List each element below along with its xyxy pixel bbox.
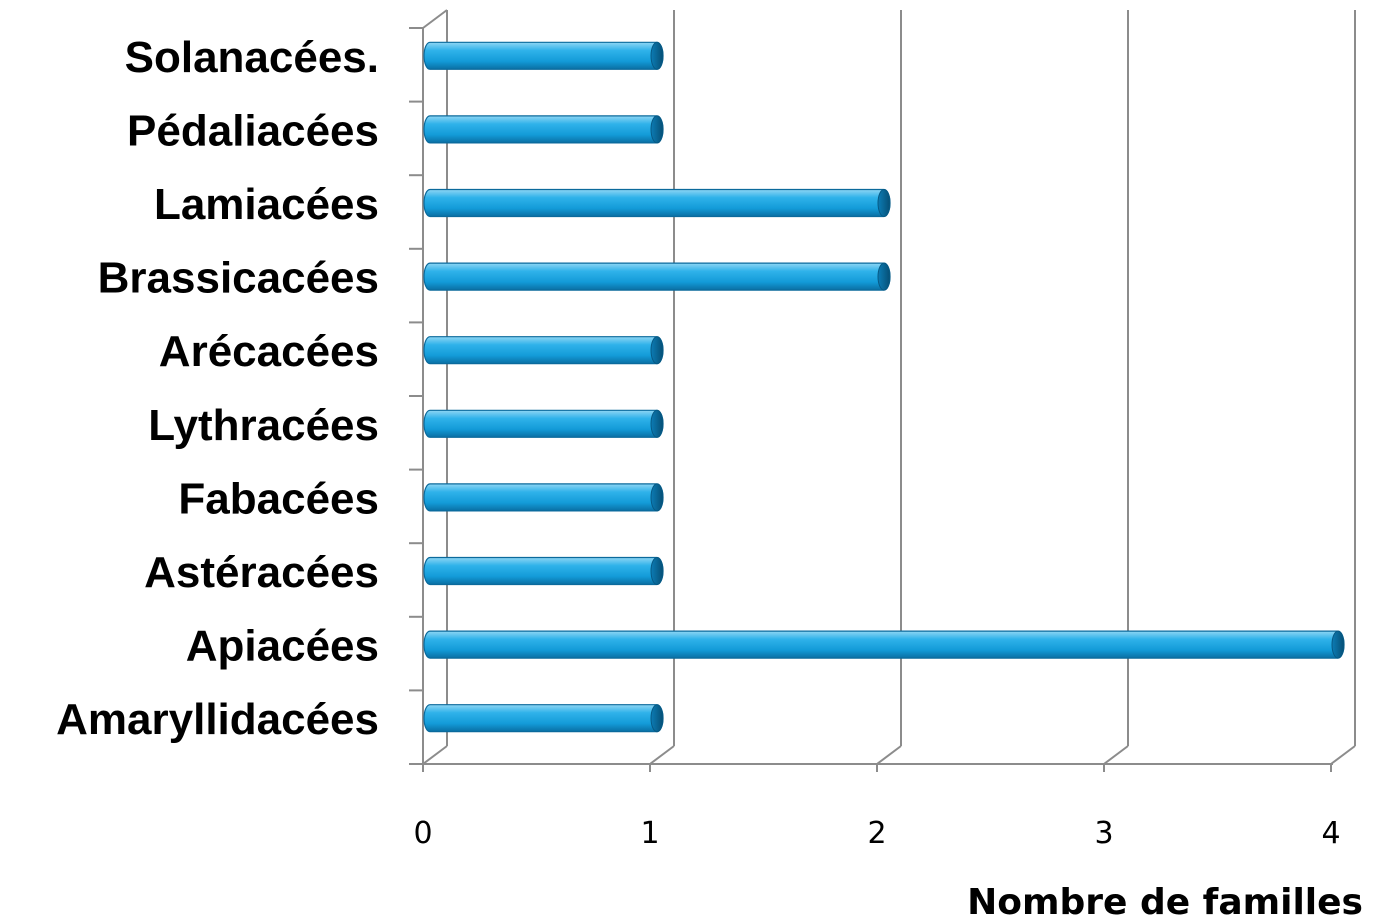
axes	[409, 9, 1333, 772]
bar	[423, 409, 664, 438]
x-axis-title: Nombre de familles	[967, 882, 1363, 922]
category-label: Lythracées	[148, 401, 379, 450]
bar	[423, 630, 1345, 659]
floor-gridline	[422, 745, 448, 765]
x-tick-label: 0	[413, 816, 432, 851]
category-label: Fabacées	[178, 474, 379, 523]
x-tick-label: 1	[640, 816, 659, 851]
category-label: Astéracées	[144, 548, 379, 597]
category-label: Pédaliacées	[127, 106, 379, 155]
floor-gridline	[649, 745, 675, 765]
bar	[423, 262, 891, 291]
category-label: Lamiacées	[154, 180, 379, 229]
category-label: Amaryllidacées	[56, 695, 379, 744]
category-label: Solanacées.	[125, 33, 379, 82]
bar	[423, 704, 664, 733]
x-tick-label: 4	[1321, 816, 1340, 851]
gridlines	[422, 10, 1356, 765]
bar	[423, 188, 891, 218]
category-label: Apiacées	[186, 622, 379, 671]
bar	[423, 483, 664, 512]
x-tick-label: 3	[1094, 816, 1113, 851]
category-label: Brassicacées	[98, 254, 379, 303]
bar	[423, 41, 664, 70]
x-tick-label: 2	[867, 816, 886, 851]
bar	[423, 115, 664, 144]
category-labels: Amaryllidacées Apiacées Astéracées Fabacées…	[56, 33, 379, 744]
floor-gridline	[1103, 745, 1129, 765]
category-label: Arécacées	[159, 327, 379, 376]
bar	[423, 556, 664, 586]
bar	[423, 336, 664, 365]
bars	[423, 41, 1345, 733]
floor-gridline	[1330, 745, 1356, 765]
y-axis-top-edge	[422, 9, 448, 29]
floor-gridline	[876, 745, 902, 765]
x-tick-labels: 0 1 2 3 4	[413, 816, 1340, 851]
